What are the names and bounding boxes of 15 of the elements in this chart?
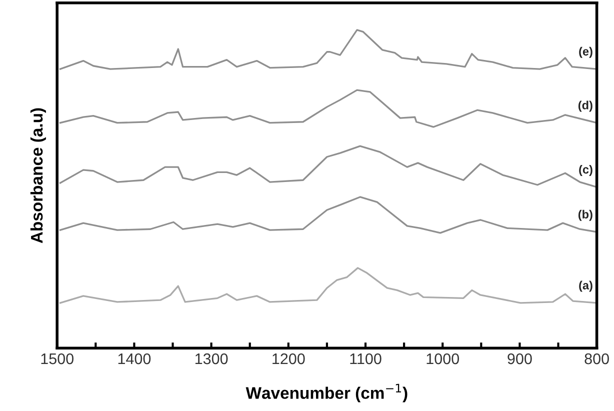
x-tick-label: 1300	[195, 353, 228, 364]
x-axis-title: Wavenumber (cm$^{−1}$)	[246, 384, 408, 402]
x-tick-label: 900	[508, 353, 532, 364]
series-label: (b)	[578, 210, 592, 221]
series-label: (e)	[579, 46, 592, 58]
x-tick-label: 1200	[272, 353, 305, 364]
x-tick-label: 1500	[41, 353, 74, 364]
series-label: (d)	[578, 100, 592, 112]
x-tick-label: 1000	[426, 353, 460, 364]
x-tick-label: 1100	[350, 353, 382, 364]
x-tick-label: 1400	[118, 353, 151, 364]
series-label: (c)	[579, 164, 592, 176]
x-tick-label: 800	[584, 353, 609, 364]
series-label: (a)	[579, 280, 592, 292]
y-axis-title: Absorbance (a.u)	[30, 108, 46, 244]
